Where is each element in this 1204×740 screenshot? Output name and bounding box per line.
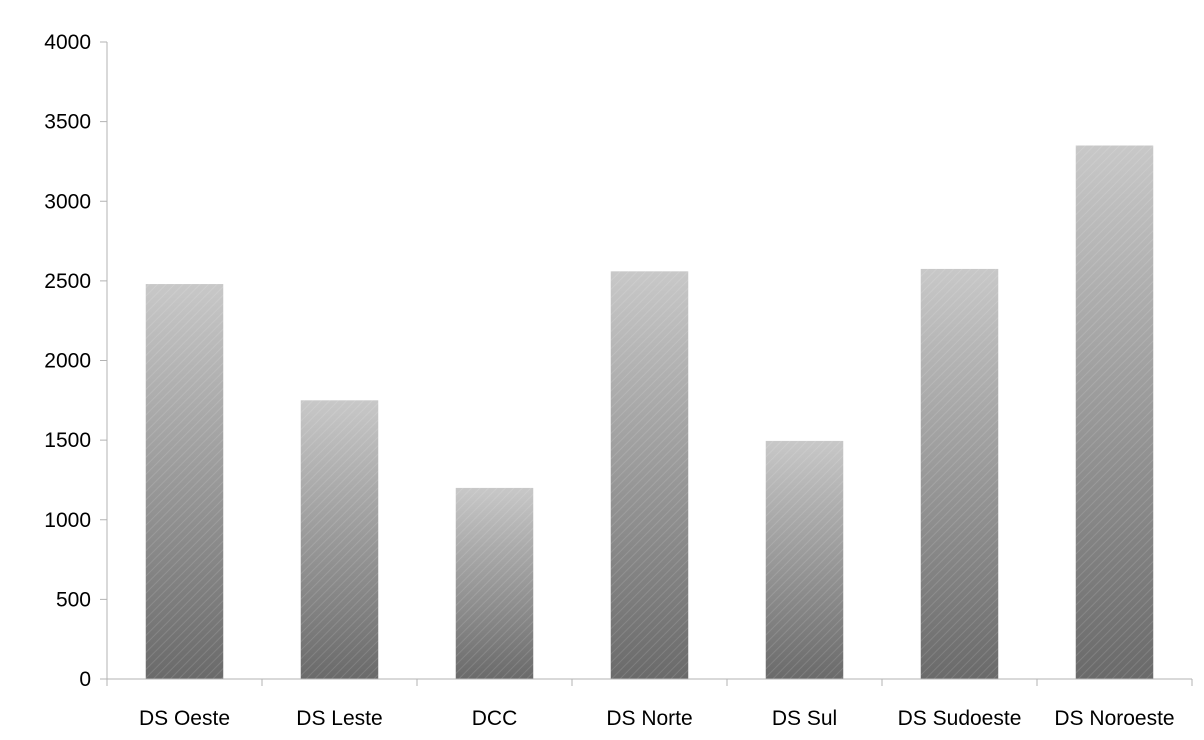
bar-hatch xyxy=(300,400,379,679)
x-tick-label: DS Noroeste xyxy=(1054,707,1174,730)
bar xyxy=(920,268,999,679)
bar-hatch xyxy=(145,284,224,679)
bar xyxy=(765,440,844,679)
y-tick-label: 500 xyxy=(56,588,91,611)
bar-hatch xyxy=(1075,145,1154,679)
bar xyxy=(1075,145,1154,679)
y-tick-label: 4000 xyxy=(44,31,91,54)
y-tick-label: 2500 xyxy=(44,270,91,293)
bar-hatch xyxy=(765,440,844,679)
bar xyxy=(300,400,379,679)
bar xyxy=(610,271,689,679)
y-tick-label: 2000 xyxy=(44,350,91,373)
bar-hatch xyxy=(455,487,534,679)
y-tick-label: 1000 xyxy=(44,509,91,532)
x-tick-label: DS Norte xyxy=(606,707,692,730)
bar xyxy=(455,487,534,679)
x-tick-label: DS Leste xyxy=(296,707,382,730)
y-tick-label: 0 xyxy=(79,668,91,691)
x-tick-label: DS Sudoeste xyxy=(898,707,1022,730)
x-tick-label: DS Oeste xyxy=(139,707,230,730)
x-tick-label: DCC xyxy=(472,707,518,730)
bar-hatch xyxy=(610,271,689,679)
bar-hatch xyxy=(920,268,999,679)
x-tick-label: DS Sul xyxy=(772,707,837,730)
bar xyxy=(145,284,224,679)
y-tick-label: 3500 xyxy=(44,111,91,134)
y-tick-label: 1500 xyxy=(44,429,91,452)
y-tick-label: 3000 xyxy=(44,190,91,213)
